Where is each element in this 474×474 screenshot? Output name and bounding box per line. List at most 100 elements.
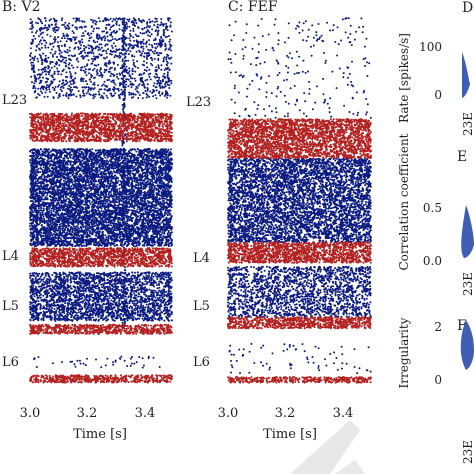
spike-dot bbox=[83, 20, 86, 23]
spike-dot bbox=[84, 71, 87, 74]
spike-dot bbox=[97, 90, 100, 93]
spike-dot bbox=[166, 96, 169, 99]
spike-dot bbox=[98, 70, 101, 72]
spike-dot bbox=[129, 80, 132, 83]
spike-dot bbox=[139, 54, 142, 57]
spike-dot bbox=[116, 188, 119, 191]
spike-dot bbox=[63, 50, 66, 53]
spike-dot bbox=[90, 36, 93, 39]
spike-dot bbox=[143, 84, 145, 86]
spike-dot bbox=[104, 37, 107, 40]
spike-dot bbox=[99, 167, 102, 170]
spike-dot bbox=[56, 55, 58, 58]
spike-dot bbox=[68, 85, 71, 87]
spike-dot bbox=[92, 88, 95, 91]
spike-dot bbox=[110, 80, 113, 83]
spike-dot bbox=[35, 80, 37, 83]
spike-dot bbox=[39, 56, 42, 59]
spike-dot bbox=[92, 93, 95, 96]
spike-dot bbox=[155, 189, 158, 191]
spike-dot bbox=[93, 81, 96, 84]
spike-dot bbox=[152, 95, 155, 98]
spike-dot bbox=[97, 38, 100, 40]
spike-dot bbox=[37, 87, 40, 90]
spike-dot bbox=[44, 60, 47, 63]
spike-dot bbox=[133, 39, 136, 42]
spike-dot bbox=[39, 171, 42, 174]
spike-dot bbox=[113, 68, 116, 71]
spike-dot bbox=[46, 95, 49, 98]
spike-dot bbox=[115, 22, 118, 25]
spike-dot bbox=[154, 50, 157, 52]
spike-dot bbox=[153, 90, 156, 92]
spike-dot bbox=[49, 234, 52, 237]
spike-dot bbox=[55, 26, 58, 29]
spike-dot bbox=[139, 77, 142, 80]
spike-dot bbox=[48, 88, 51, 91]
spike-dot bbox=[111, 20, 114, 23]
spike-dot bbox=[30, 27, 33, 30]
spike-dot bbox=[60, 90, 63, 93]
spike-dot bbox=[71, 30, 74, 33]
spike-dot bbox=[74, 72, 77, 75]
spike-dot bbox=[38, 17, 40, 20]
spike-dot bbox=[134, 33, 137, 36]
spike-dot bbox=[123, 17, 126, 20]
spike-dot bbox=[100, 43, 103, 46]
spike-dot bbox=[141, 84, 144, 87]
spike-dot bbox=[153, 43, 156, 45]
spike-dot bbox=[85, 46, 88, 49]
spike-dot bbox=[81, 159, 84, 162]
spike-dot bbox=[101, 30, 104, 33]
spike-dot bbox=[136, 208, 139, 211]
spike-dot bbox=[126, 18, 129, 21]
spike-dot bbox=[89, 68, 92, 71]
spike-dot bbox=[139, 32, 142, 34]
spike-dot bbox=[65, 94, 68, 97]
spike-dot bbox=[40, 46, 43, 49]
spike-dot bbox=[107, 61, 110, 64]
spike-dot bbox=[39, 27, 42, 30]
spike-dot bbox=[140, 45, 143, 48]
spike-dot bbox=[132, 47, 134, 49]
spike-dot bbox=[29, 159, 32, 161]
spike-dot bbox=[165, 58, 168, 61]
spike-dot bbox=[117, 18, 119, 21]
spike-dot bbox=[43, 95, 46, 98]
spike-dot bbox=[127, 53, 130, 56]
spike-dot bbox=[98, 34, 101, 37]
spike-dot bbox=[32, 61, 34, 64]
spike-dot bbox=[97, 55, 100, 58]
spike-dot bbox=[166, 29, 169, 32]
spike-dot bbox=[163, 231, 166, 233]
spike-dot bbox=[42, 166, 45, 169]
spike-dot bbox=[37, 47, 40, 50]
spike-dot bbox=[164, 49, 167, 51]
spike-dot bbox=[168, 40, 171, 43]
spike-dot bbox=[62, 86, 65, 89]
spike-dot bbox=[127, 85, 130, 88]
spike-dot bbox=[164, 36, 167, 38]
spike-dot bbox=[68, 27, 71, 29]
spike-dot bbox=[115, 20, 118, 23]
spike-dot bbox=[148, 95, 151, 98]
spike-dot bbox=[38, 231, 41, 234]
spike-dot bbox=[40, 20, 42, 23]
spike-dot bbox=[126, 222, 129, 225]
spike-dot bbox=[76, 17, 79, 20]
spike-dot bbox=[127, 20, 130, 23]
spike-dot bbox=[110, 92, 113, 95]
spike-dot bbox=[64, 25, 66, 28]
spike-dot bbox=[90, 57, 93, 60]
spike-dot bbox=[95, 20, 98, 23]
spike-dot bbox=[44, 44, 47, 47]
spike-dot bbox=[39, 74, 41, 76]
spike-dot bbox=[119, 67, 122, 70]
spike-dot bbox=[142, 187, 145, 190]
spike-dot bbox=[94, 58, 97, 61]
spike-dot bbox=[154, 37, 157, 40]
spike-dot bbox=[75, 26, 78, 29]
spike-dot bbox=[65, 27, 68, 29]
spike-dot bbox=[69, 73, 72, 75]
spike-dot bbox=[51, 42, 54, 45]
